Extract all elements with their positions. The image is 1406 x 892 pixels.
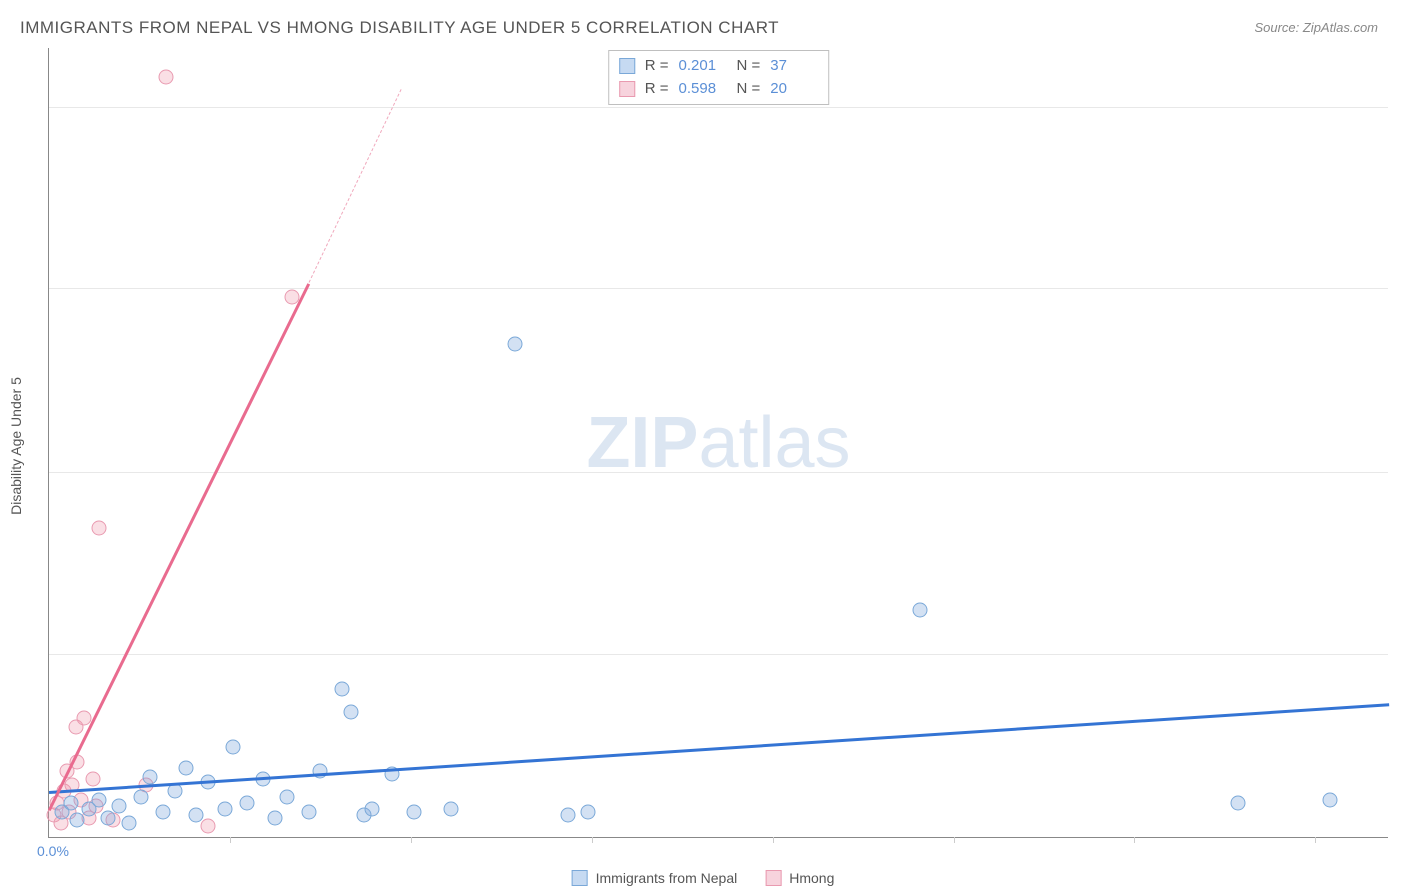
data-point-nepal	[63, 795, 78, 810]
data-point-nepal	[217, 801, 232, 816]
y-tick-label: 18.8%	[1396, 280, 1406, 296]
y-tick-label: 12.5%	[1396, 464, 1406, 480]
data-point-nepal	[444, 801, 459, 816]
legend-item-nepal: Immigrants from Nepal	[572, 870, 738, 886]
data-point-nepal	[155, 804, 170, 819]
swatch-pink-icon	[619, 81, 635, 97]
data-point-nepal	[226, 740, 241, 755]
data-point-nepal	[239, 795, 254, 810]
data-point-nepal	[507, 336, 522, 351]
plot-area: ZIPatlas 25.0%18.8%12.5%6.3% 0.0% 8.0% R…	[48, 48, 1388, 838]
data-point-nepal	[179, 760, 194, 775]
stats-row-blue: R = 0.201 N = 37	[619, 55, 819, 78]
trend-line-blue	[49, 703, 1389, 793]
gridline	[49, 472, 1388, 473]
source-label: Source: ZipAtlas.com	[1254, 20, 1378, 35]
data-point-nepal	[1323, 792, 1338, 807]
data-point-nepal	[561, 807, 576, 822]
y-axis-label: Disability Age Under 5	[8, 377, 24, 515]
data-point-nepal	[122, 816, 137, 831]
x-tick	[1134, 837, 1135, 843]
stats-legend: R = 0.201 N = 37 R = 0.598 N = 20	[608, 50, 830, 105]
x-tick	[773, 837, 774, 843]
data-point-nepal	[1231, 795, 1246, 810]
data-point-nepal	[268, 810, 283, 825]
gridline	[49, 288, 1388, 289]
swatch-blue-icon	[572, 870, 588, 886]
data-point-nepal	[92, 792, 107, 807]
data-point-nepal	[913, 602, 928, 617]
swatch-blue-icon	[619, 58, 635, 74]
data-point-nepal	[134, 790, 149, 805]
data-point-nepal	[581, 804, 596, 819]
y-tick-label: 6.3%	[1396, 646, 1406, 662]
data-point-nepal	[343, 705, 358, 720]
trend-line-pink-extrapolated	[308, 89, 401, 283]
gridline	[49, 107, 1388, 108]
data-point-hmong	[92, 520, 107, 535]
data-point-nepal	[189, 807, 204, 822]
x-tick	[1315, 837, 1316, 843]
data-point-nepal	[112, 798, 127, 813]
watermark: ZIPatlas	[586, 402, 850, 484]
x-tick	[592, 837, 593, 843]
data-point-hmong	[201, 819, 216, 834]
chart-title: IMMIGRANTS FROM NEPAL VS HMONG DISABILIT…	[20, 18, 779, 38]
data-point-nepal	[301, 804, 316, 819]
x-tick	[411, 837, 412, 843]
legend-item-hmong: Hmong	[765, 870, 834, 886]
data-point-nepal	[70, 813, 85, 828]
data-point-nepal	[167, 784, 182, 799]
gridline	[49, 654, 1388, 655]
trend-line-pink	[48, 283, 310, 811]
data-point-nepal	[335, 681, 350, 696]
data-point-hmong	[85, 772, 100, 787]
data-point-nepal	[142, 769, 157, 784]
swatch-pink-icon	[765, 870, 781, 886]
x-origin-tick: 0.0%	[37, 843, 69, 859]
x-tick	[954, 837, 955, 843]
x-tick	[230, 837, 231, 843]
data-point-hmong	[159, 70, 174, 85]
series-legend: Immigrants from Nepal Hmong	[572, 870, 835, 886]
data-point-nepal	[365, 801, 380, 816]
data-point-nepal	[100, 810, 115, 825]
data-point-nepal	[407, 804, 422, 819]
data-point-nepal	[279, 790, 294, 805]
y-tick-label: 25.0%	[1396, 99, 1406, 115]
stats-row-pink: R = 0.598 N = 20	[619, 78, 819, 101]
